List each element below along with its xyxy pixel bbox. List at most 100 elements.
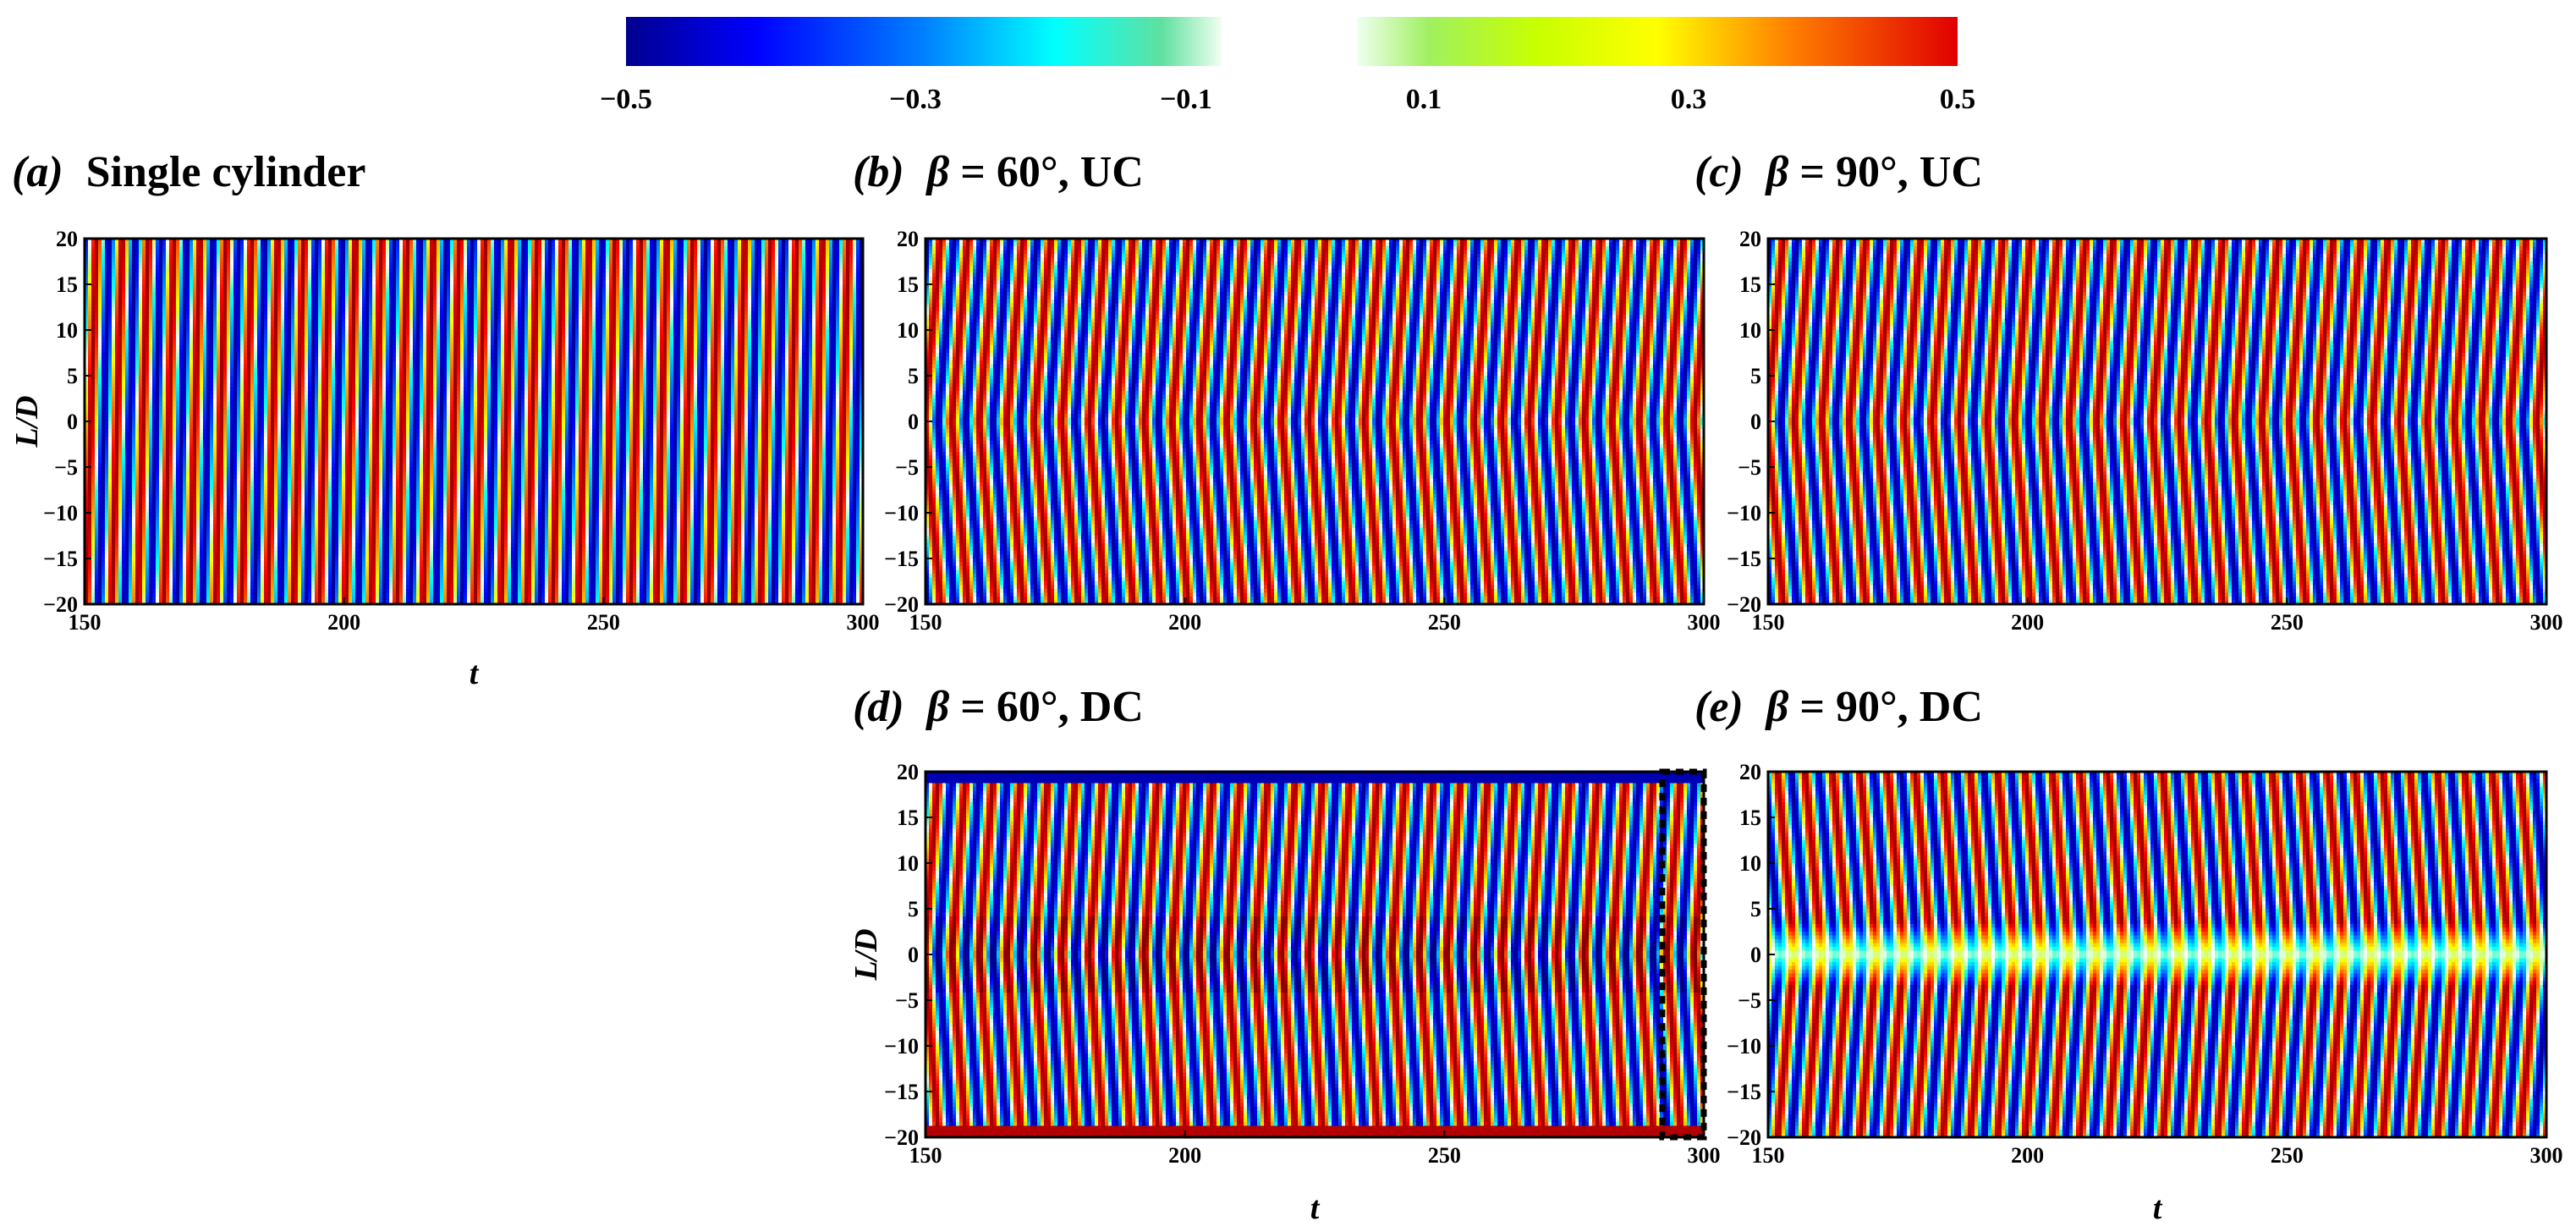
heatmap-cell bbox=[440, 258, 444, 262]
heatmap-cell bbox=[440, 246, 444, 250]
heatmap-cell bbox=[677, 261, 681, 266]
heatmap-cell bbox=[183, 261, 187, 266]
heatmap-cell bbox=[264, 261, 268, 266]
heatmap-cell bbox=[612, 250, 617, 255]
heatmap-cell bbox=[311, 261, 316, 266]
heatmap-cell bbox=[115, 250, 119, 255]
heatmap-cell bbox=[694, 250, 698, 255]
heatmap-cell bbox=[196, 254, 200, 258]
heatmap-cell bbox=[646, 246, 651, 250]
heatmap-cell bbox=[643, 246, 647, 250]
heatmap-cell bbox=[805, 254, 810, 258]
heatmap-cell bbox=[247, 250, 251, 255]
heatmap-cell bbox=[450, 266, 454, 270]
heatmap-cell bbox=[193, 250, 197, 255]
heatmap-cell bbox=[656, 243, 661, 247]
heatmap-cell bbox=[734, 250, 739, 255]
heatmap-cell bbox=[464, 258, 468, 262]
heatmap-cell bbox=[481, 243, 485, 247]
heatmap-cell bbox=[809, 261, 813, 266]
heatmap-cell bbox=[525, 250, 529, 255]
heatmap-cell bbox=[399, 243, 404, 247]
heatmap-cell bbox=[250, 243, 255, 247]
heatmap-cell bbox=[399, 246, 404, 250]
heatmap-cell bbox=[616, 266, 620, 270]
heatmap-cell bbox=[345, 243, 349, 247]
heatmap-cell bbox=[240, 254, 244, 258]
heatmap-cell bbox=[731, 250, 735, 255]
heatmap-cell bbox=[629, 246, 634, 250]
heatmap-cell bbox=[213, 246, 217, 250]
heatmap-cell bbox=[721, 246, 725, 250]
heatmap-cell bbox=[623, 250, 627, 255]
heatmap-cell bbox=[264, 266, 268, 270]
heatmap-cell bbox=[684, 261, 688, 266]
heatmap-cell bbox=[616, 261, 620, 266]
heatmap-cell bbox=[102, 246, 106, 250]
heatmap-cell bbox=[227, 258, 231, 262]
heatmap-cell bbox=[355, 243, 360, 247]
heatmap-cell bbox=[822, 246, 827, 250]
panel-e-title-text: = 90°, DC bbox=[1799, 683, 1983, 731]
heatmap-cell bbox=[264, 254, 268, 258]
heatmap-cell bbox=[91, 261, 96, 266]
heatmap-cell bbox=[355, 258, 360, 262]
heatmap-cell bbox=[738, 261, 742, 266]
heatmap-cell bbox=[748, 243, 752, 247]
heatmap-cell bbox=[338, 250, 343, 255]
heatmap-cell bbox=[491, 266, 495, 270]
heatmap-cell bbox=[643, 250, 647, 255]
heatmap-cell bbox=[169, 250, 173, 255]
heatmap-cell bbox=[822, 258, 827, 262]
heatmap-cell bbox=[741, 261, 745, 266]
heatmap-cell bbox=[210, 250, 214, 255]
heatmap-cell bbox=[812, 243, 816, 247]
heatmap-cell bbox=[325, 254, 329, 258]
heatmap-cell bbox=[311, 254, 316, 258]
heatmap-cell bbox=[504, 254, 508, 258]
heatmap-cell bbox=[301, 246, 305, 250]
heatmap-cell bbox=[355, 254, 360, 258]
heatmap-cell bbox=[437, 266, 441, 270]
heatmap-cell bbox=[409, 261, 414, 266]
heatmap-cell bbox=[606, 258, 610, 262]
heatmap-cell bbox=[264, 246, 268, 250]
heatmap-cell bbox=[355, 266, 360, 270]
heatmap-cell bbox=[758, 243, 762, 247]
heatmap-cell bbox=[772, 258, 776, 262]
heatmap-cell bbox=[362, 246, 366, 250]
heatmap-cell bbox=[186, 246, 190, 250]
heatmap-cell bbox=[305, 243, 309, 247]
heatmap-cell bbox=[189, 250, 194, 255]
heatmap-cell bbox=[508, 250, 512, 255]
heatmap-cell bbox=[453, 250, 458, 255]
heatmap-cell bbox=[294, 246, 299, 250]
heatmap-cell bbox=[640, 254, 644, 258]
heatmap-cell bbox=[433, 243, 437, 247]
heatmap-cell bbox=[809, 258, 813, 262]
heatmap-cell bbox=[816, 243, 820, 247]
heatmap-cell bbox=[244, 243, 248, 247]
heatmap-cell bbox=[501, 250, 505, 255]
heatmap-cell bbox=[751, 258, 755, 262]
heatmap-cell bbox=[640, 246, 644, 250]
heatmap-cell bbox=[467, 261, 471, 266]
heatmap-cell bbox=[474, 254, 478, 258]
heatmap-cell bbox=[734, 246, 739, 250]
heatmap-cell bbox=[636, 243, 640, 247]
heatmap-cell bbox=[511, 250, 515, 255]
heatmap-cell bbox=[690, 243, 695, 247]
heatmap-cell bbox=[541, 246, 546, 250]
heatmap-cell bbox=[846, 250, 850, 255]
heatmap-cell bbox=[839, 254, 843, 258]
heatmap-cell bbox=[426, 261, 431, 266]
heatmap-cell bbox=[562, 250, 566, 255]
heatmap-cell bbox=[139, 254, 143, 258]
panel-b-title-text: = 60°, UC bbox=[960, 148, 1144, 196]
heatmap-cell bbox=[514, 243, 519, 247]
heatmap-cell bbox=[788, 243, 793, 247]
heatmap-cell bbox=[623, 261, 627, 266]
heatmap-cell bbox=[738, 243, 742, 247]
heatmap-cell bbox=[288, 254, 292, 258]
heatmap-cell bbox=[298, 250, 302, 255]
